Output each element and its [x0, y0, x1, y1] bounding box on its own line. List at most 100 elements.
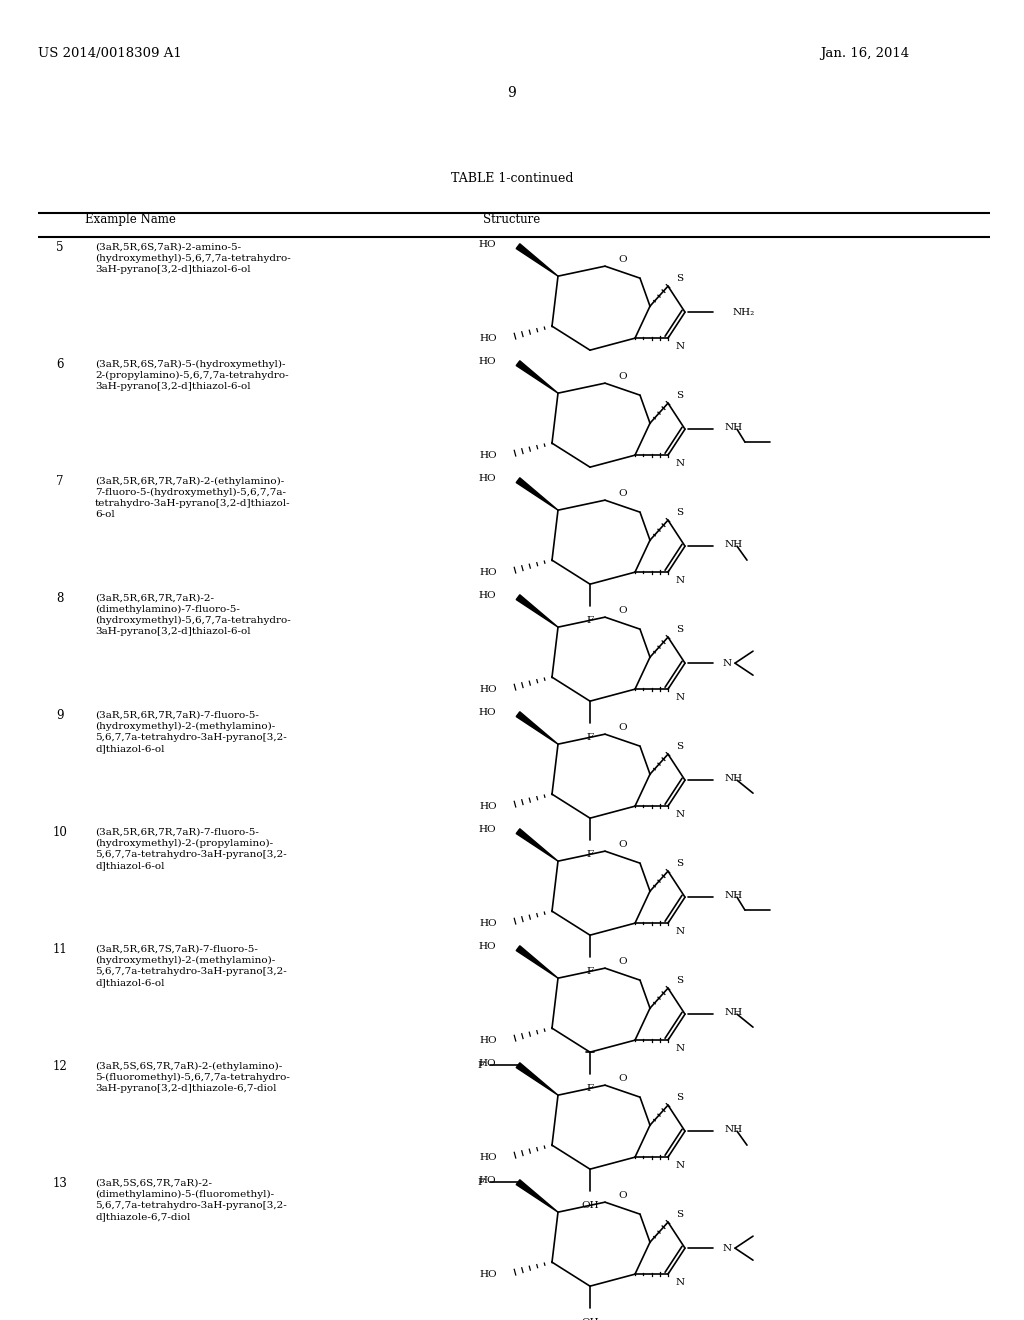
Text: F: F: [587, 733, 594, 742]
Text: O: O: [618, 606, 628, 615]
Text: O: O: [618, 255, 628, 264]
Text: (3aR,5S,6S,7R,7aR)-2-(ethylamino)-: (3aR,5S,6S,7R,7aR)-2-(ethylamino)-: [95, 1061, 283, 1071]
Text: HO: HO: [479, 568, 497, 577]
Text: 5,6,7,7a-tetrahydro-3aH-pyrano[3,2-: 5,6,7,7a-tetrahydro-3aH-pyrano[3,2-: [95, 1201, 287, 1210]
Text: HO: HO: [478, 941, 496, 950]
Text: N: N: [676, 458, 685, 467]
Text: 12: 12: [52, 1060, 68, 1073]
Text: d]thiazol-6-ol: d]thiazol-6-ol: [95, 978, 165, 987]
Text: N: N: [676, 809, 685, 818]
Text: O: O: [618, 722, 628, 731]
Text: (dimethylamino)-5-(fluoromethyl)-: (dimethylamino)-5-(fluoromethyl)-: [95, 1189, 274, 1199]
Text: HO: HO: [479, 450, 497, 459]
Text: HO: HO: [478, 474, 496, 483]
Text: (3aR,5R,6S,7aR)-2-amino-5-: (3aR,5R,6S,7aR)-2-amino-5-: [95, 243, 241, 252]
Text: N: N: [676, 342, 685, 351]
Text: N: N: [676, 927, 685, 936]
Text: S: S: [676, 1209, 683, 1218]
Text: HO: HO: [478, 1059, 496, 1068]
Text: HO: HO: [479, 685, 497, 694]
Text: S: S: [676, 858, 683, 867]
Text: (hydroxymethyl)-5,6,7,7a-tetrahydro-: (hydroxymethyl)-5,6,7,7a-tetrahydro-: [95, 616, 291, 624]
Text: Jan. 16, 2014: Jan. 16, 2014: [820, 48, 909, 59]
Text: d]thiazole-6,7-diol: d]thiazole-6,7-diol: [95, 1212, 190, 1221]
Text: N: N: [676, 1044, 685, 1052]
Text: S: S: [676, 624, 683, 634]
Text: S: S: [676, 508, 683, 516]
Text: 5,6,7,7a-tetrahydro-3aH-pyrano[3,2-: 5,6,7,7a-tetrahydro-3aH-pyrano[3,2-: [95, 733, 287, 742]
Text: F: F: [478, 1177, 485, 1187]
Text: NH: NH: [725, 1007, 743, 1016]
Text: HO: HO: [478, 825, 496, 834]
Polygon shape: [516, 595, 558, 627]
Text: 6: 6: [56, 358, 63, 371]
Text: (dimethylamino)-7-fluoro-5-: (dimethylamino)-7-fluoro-5-: [95, 605, 240, 614]
Text: O: O: [618, 488, 628, 498]
Text: F: F: [587, 850, 594, 859]
Polygon shape: [516, 945, 558, 978]
Text: O: O: [618, 957, 628, 966]
Text: NH: NH: [725, 540, 743, 549]
Text: O: O: [618, 840, 628, 849]
Text: HO: HO: [478, 1176, 496, 1184]
Text: (3aR,5R,6S,7aR)-5-(hydroxymethyl)-: (3aR,5R,6S,7aR)-5-(hydroxymethyl)-: [95, 360, 286, 370]
Text: (3aR,5R,6R,7S,7aR)-7-fluoro-5-: (3aR,5R,6R,7S,7aR)-7-fluoro-5-: [95, 945, 258, 954]
Text: 8: 8: [56, 591, 63, 605]
Text: 5: 5: [56, 242, 63, 253]
Text: O: O: [618, 1073, 628, 1082]
Text: (3aR,5R,6R,7R,7aR)-7-fluoro-5-: (3aR,5R,6R,7R,7aR)-7-fluoro-5-: [95, 828, 259, 837]
Polygon shape: [516, 1180, 558, 1212]
Text: HO: HO: [478, 590, 496, 599]
Text: HO: HO: [479, 1270, 497, 1279]
Text: NH: NH: [725, 891, 743, 900]
Text: HO: HO: [479, 334, 497, 343]
Text: O: O: [618, 372, 628, 380]
Text: (hydroxymethyl)-2-(propylamino)-: (hydroxymethyl)-2-(propylamino)-: [95, 840, 273, 847]
Text: 7: 7: [56, 475, 63, 488]
Text: F: F: [587, 1084, 594, 1093]
Polygon shape: [516, 244, 558, 276]
Text: 5,6,7,7a-tetrahydro-3aH-pyrano[3,2-: 5,6,7,7a-tetrahydro-3aH-pyrano[3,2-: [95, 850, 287, 859]
Text: HO: HO: [479, 1152, 497, 1162]
Text: HO: HO: [479, 801, 497, 810]
Text: 11: 11: [52, 942, 68, 956]
Text: TABLE 1-continued: TABLE 1-continued: [451, 172, 573, 185]
Text: F: F: [478, 1061, 485, 1069]
Text: HO: HO: [478, 240, 496, 248]
Text: Structure: Structure: [483, 213, 541, 226]
Text: 5-(fluoromethyl)-5,6,7,7a-tetrahydro-: 5-(fluoromethyl)-5,6,7,7a-tetrahydro-: [95, 1073, 290, 1082]
Text: HO: HO: [478, 356, 496, 366]
Polygon shape: [516, 360, 558, 393]
Text: NH: NH: [725, 774, 743, 783]
Text: 2-(propylamino)-5,6,7,7a-tetrahydro-: 2-(propylamino)-5,6,7,7a-tetrahydro-: [95, 371, 289, 380]
Text: d]thiazol-6-ol: d]thiazol-6-ol: [95, 861, 165, 870]
Polygon shape: [516, 478, 558, 510]
Text: S: S: [676, 1093, 683, 1102]
Text: HO: HO: [478, 708, 496, 717]
Text: NH: NH: [725, 1125, 743, 1134]
Text: OH: OH: [582, 1319, 599, 1320]
Text: S: S: [676, 273, 683, 282]
Text: OH: OH: [582, 1201, 599, 1210]
Text: 3aH-pyrano[3,2-d]thiazol-6-ol: 3aH-pyrano[3,2-d]thiazol-6-ol: [95, 627, 251, 636]
Text: S: S: [676, 391, 683, 400]
Text: (hydroxymethyl)-2-(methylamino)-: (hydroxymethyl)-2-(methylamino)-: [95, 722, 275, 731]
Text: S: S: [676, 975, 683, 985]
Text: 9: 9: [508, 86, 516, 100]
Text: NH₂: NH₂: [733, 308, 756, 317]
Text: F: F: [587, 616, 594, 626]
Text: 13: 13: [52, 1177, 68, 1191]
Text: (3aR,5R,6R,7R,7aR)-7-fluoro-5-: (3aR,5R,6R,7R,7aR)-7-fluoro-5-: [95, 711, 259, 719]
Text: 7-fluoro-5-(hydroxymethyl)-5,6,7,7a-: 7-fluoro-5-(hydroxymethyl)-5,6,7,7a-: [95, 488, 286, 498]
Text: N: N: [723, 659, 732, 668]
Text: S: S: [676, 742, 683, 751]
Text: US 2014/0018309 A1: US 2014/0018309 A1: [38, 48, 181, 59]
Text: 9: 9: [56, 709, 63, 722]
Text: tetrahydro-3aH-pyrano[3,2-d]thiazol-: tetrahydro-3aH-pyrano[3,2-d]thiazol-: [95, 499, 291, 508]
Text: (3aR,5S,6S,7R,7aR)-2-: (3aR,5S,6S,7R,7aR)-2-: [95, 1179, 212, 1188]
Text: N: N: [676, 1160, 685, 1170]
Text: 6-ol: 6-ol: [95, 510, 115, 519]
Text: Example Name: Example Name: [85, 213, 176, 226]
Text: (3aR,5R,6R,7R,7aR)-2-(ethylamino)-: (3aR,5R,6R,7R,7aR)-2-(ethylamino)-: [95, 477, 285, 486]
Text: O: O: [618, 1191, 628, 1200]
